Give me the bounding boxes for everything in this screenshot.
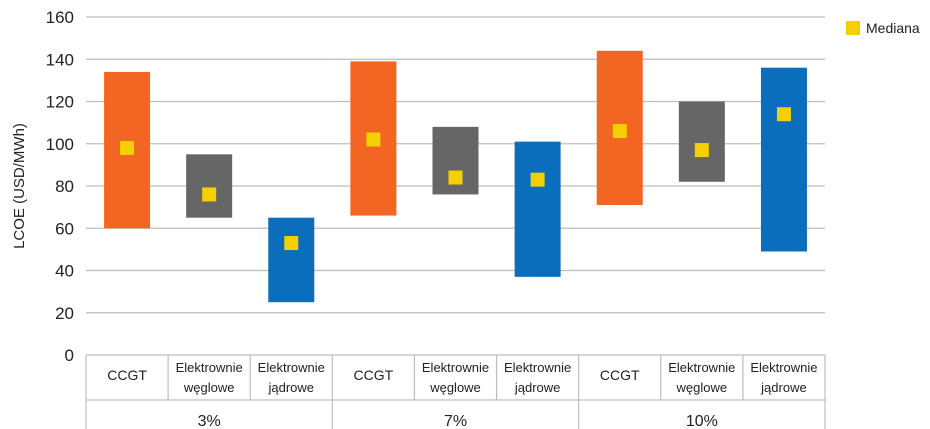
range-bar: [268, 217, 315, 303]
y-tick-label: 20: [55, 304, 74, 323]
category-label: Elektrownie: [176, 360, 243, 375]
category-label: Elektrownie: [668, 360, 735, 375]
y-axis-label: LCOE (USD/MWh): [11, 123, 28, 249]
category-label: CCGT: [107, 367, 147, 383]
median-marker: [448, 170, 463, 185]
y-tick-label: 60: [55, 219, 74, 238]
group-label: 7%: [444, 413, 467, 429]
y-tick-label: 160: [46, 8, 74, 27]
y-tick-label: 120: [46, 93, 74, 112]
category-label: węglowe: [429, 380, 481, 395]
group-label: 3%: [198, 413, 221, 429]
legend-median-label: Mediana: [866, 20, 920, 36]
group-label: 10%: [686, 413, 718, 429]
median-marker: [366, 132, 381, 147]
y-tick-label: 80: [55, 177, 74, 196]
category-label: Elektrownie: [504, 360, 571, 375]
range-bar: [186, 154, 233, 218]
median-marker: [612, 124, 627, 139]
category-label: jądrowe: [760, 380, 807, 395]
y-tick-label: 0: [65, 346, 74, 365]
median-marker: [120, 140, 135, 155]
range-bar: [678, 101, 725, 182]
median-marker: [694, 143, 709, 158]
category-label: jądrowe: [514, 380, 561, 395]
category-label: CCGT: [354, 367, 394, 383]
category-label: węglowe: [676, 380, 728, 395]
category-label: CCGT: [600, 367, 640, 383]
median-marker: [530, 172, 545, 187]
legend-median-swatch: [846, 21, 860, 35]
category-label: Elektrownie: [750, 360, 817, 375]
y-tick-label: 140: [46, 50, 74, 69]
legend: Mediana: [846, 20, 920, 36]
category-label: Elektrownie: [422, 360, 489, 375]
range-bar: [514, 141, 561, 277]
median-marker: [202, 187, 217, 202]
median-marker: [284, 236, 299, 251]
median-marker: [776, 107, 791, 122]
category-label: węglowe: [183, 380, 235, 395]
y-tick-label: 40: [55, 262, 74, 281]
category-label: Elektrownie: [258, 360, 325, 375]
category-label: jądrowe: [268, 380, 315, 395]
range-bar: [760, 67, 807, 252]
y-tick-label: 100: [46, 135, 74, 154]
